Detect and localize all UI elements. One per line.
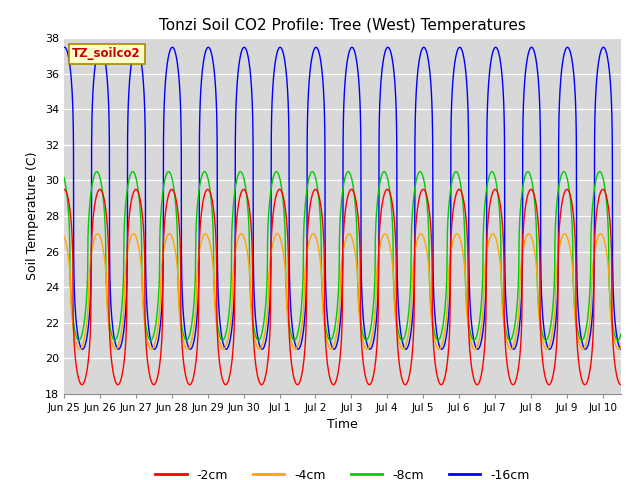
Text: TZ_soilco2: TZ_soilco2 [72,47,141,60]
-2cm [250,328,257,334]
-8cm [483,185,491,191]
-4cm [345,231,353,237]
-16cm [587,329,595,335]
-2cm [467,360,475,365]
-16cm [467,316,475,322]
-16cm [250,250,257,255]
-4cm [483,249,491,255]
-8cm [250,321,257,326]
-8cm [467,333,475,338]
-8cm [587,265,595,271]
-2cm [593,204,601,209]
-4cm [250,328,257,334]
-8cm [617,332,625,337]
-4cm [324,340,332,346]
-16cm [617,346,625,352]
X-axis label: Time: Time [327,418,358,431]
-2cm [60,186,68,192]
Line: -16cm: -16cm [64,48,621,349]
-16cm [60,45,68,50]
-4cm [467,340,475,346]
-4cm [617,344,625,349]
-4cm [60,233,68,239]
-16cm [594,68,602,73]
-2cm [324,361,332,367]
-8cm [344,169,352,175]
Y-axis label: Soil Temperature (C): Soil Temperature (C) [26,152,39,280]
-4cm [594,235,602,241]
-2cm [617,382,625,387]
-2cm [483,240,490,246]
-8cm [60,175,68,180]
Line: -8cm: -8cm [64,172,621,340]
-8cm [324,333,332,339]
-8cm [506,337,514,343]
Line: -4cm: -4cm [64,234,621,349]
-4cm [587,310,595,316]
Title: Tonzi Soil CO2 Profile: Tree (West) Temperatures: Tonzi Soil CO2 Profile: Tree (West) Temp… [159,18,526,33]
Line: -2cm: -2cm [64,189,621,384]
-16cm [483,132,491,138]
-4cm [184,346,191,352]
-16cm [186,346,194,352]
-8cm [594,171,602,177]
-16cm [324,318,332,324]
-2cm [587,364,595,370]
Legend: -2cm, -4cm, -8cm, -16cm: -2cm, -4cm, -8cm, -16cm [150,464,534,480]
-16cm [348,45,356,50]
